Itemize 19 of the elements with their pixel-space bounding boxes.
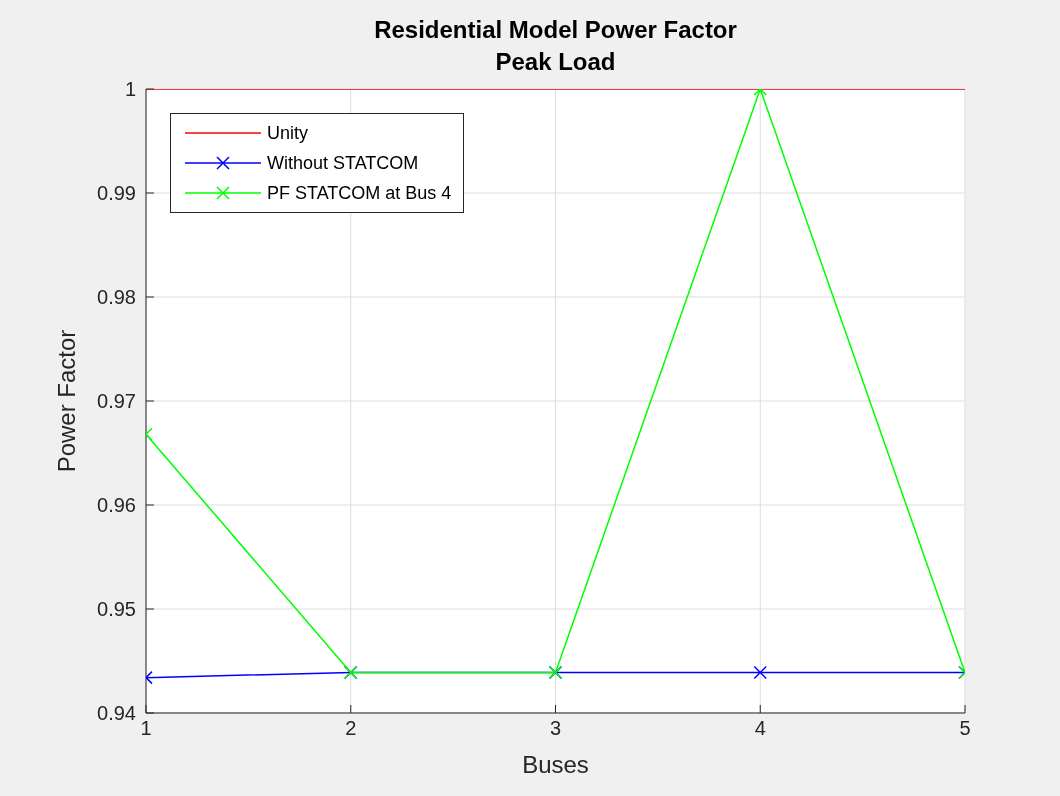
y-tick-label: 1 [124,78,136,101]
legend-label: Without STATCOM [267,152,419,175]
x-tick-label: 4 [754,717,766,740]
chart-subtitle: Peak Load [494,47,617,77]
x-axis-title: Buses [522,751,589,778]
y-tick-label: 0.95 [97,598,136,621]
y-tick-label: 0.96 [97,494,136,517]
x-tick-label: 5 [959,717,971,740]
x-tick-label: 3 [549,717,562,740]
legend-label: Unity [267,122,309,145]
y-tick-label: 0.94 [97,702,136,725]
legend-label: PF STATCOM at Bus 4 [267,182,452,205]
y-tick-label: 0.98 [97,286,136,309]
y-axis-title: Power Factor [52,329,80,473]
x-tick-label: 2 [345,717,357,740]
y-tick-label: 0.97 [97,390,136,413]
chart-title: Residential Model Power Factor [373,15,738,45]
x-tick-label: 1 [140,717,152,740]
y-tick-label: 0.99 [97,182,136,205]
